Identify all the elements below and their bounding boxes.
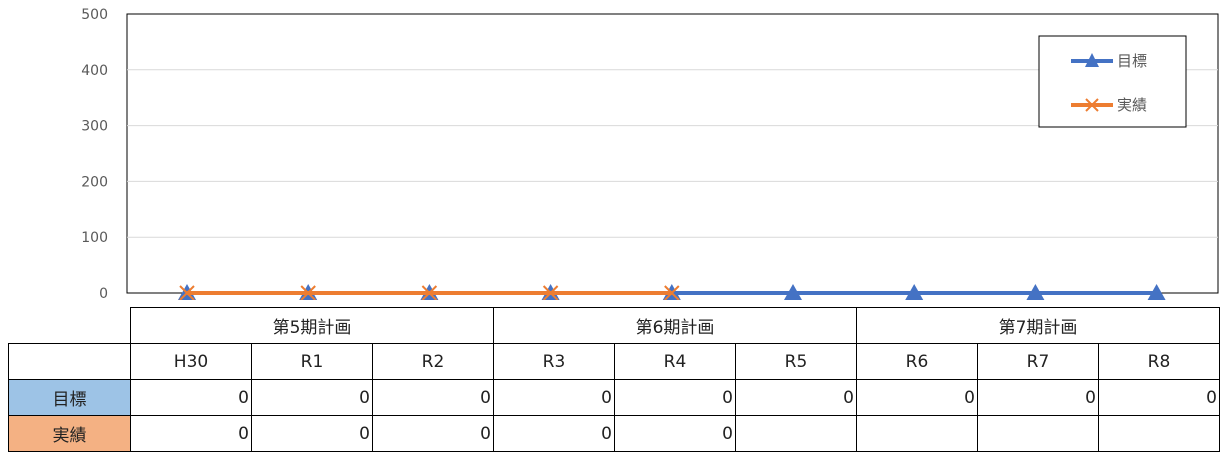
- year-header-row: H30 R1 R2 R3 R4 R5 R6 R7 R8: [8, 343, 1220, 380]
- actual-row-label: 実績: [8, 415, 131, 452]
- actual-cell: [856, 415, 978, 452]
- target-row: 目標 0 0 0 0 0 0 0 0 0: [8, 379, 1220, 416]
- target-cell: 0: [1098, 379, 1220, 416]
- group-header: 第5期計画: [130, 307, 494, 344]
- group-header: 第7期計画: [856, 307, 1220, 344]
- y-tick-label: 100: [81, 230, 108, 246]
- legend-box: [1038, 35, 1187, 128]
- year-header: R4: [614, 343, 736, 380]
- year-header: R1: [251, 343, 373, 380]
- y-tick-label: 400: [81, 63, 108, 79]
- actual-marker: [300, 285, 316, 300]
- target-cell: 0: [130, 379, 252, 416]
- year-header: H30: [130, 343, 252, 380]
- actual-cell: 0: [372, 415, 494, 452]
- actual-marker: [179, 285, 195, 300]
- data-table: 第5期計画 第6期計画 第7期計画 H30 R1 R2 R3 R4 R5 R6 …: [8, 307, 1220, 452]
- actual-row: 実績 0 0 0 0 0: [8, 415, 1220, 452]
- y-tick-label: 0: [99, 286, 108, 300]
- year-header: R7: [977, 343, 1099, 380]
- actual-cell: 0: [614, 415, 736, 452]
- y-axis-ticks: 0 100 200 300 400 500: [81, 7, 108, 300]
- legend-actual-label: 実績: [1117, 96, 1147, 114]
- y-tick-label: 200: [81, 174, 108, 190]
- target-marker: [784, 284, 802, 300]
- target-cell: 0: [493, 379, 615, 416]
- y-tick-label: 500: [81, 7, 108, 23]
- legend-target-marker: [1085, 53, 1099, 67]
- target-cell: 0: [856, 379, 978, 416]
- legend-actual-marker: [1085, 98, 1099, 112]
- series-lines: [178, 284, 1166, 300]
- actual-cell: [1098, 415, 1220, 452]
- group-header: 第6期計画: [493, 307, 857, 344]
- year-header: R6: [856, 343, 978, 380]
- target-cell: 0: [735, 379, 857, 416]
- target-marker: [1147, 284, 1166, 300]
- group-header-row: 第5期計画 第6期計画 第7期計画: [9, 307, 1220, 344]
- plot-area: [126, 13, 1219, 294]
- target-marker: [905, 284, 924, 300]
- legend: 目標 実績: [1038, 35, 1187, 128]
- blank-corner: [9, 308, 131, 344]
- y-tick-label: 300: [81, 119, 108, 135]
- target-cell: 0: [614, 379, 736, 416]
- actual-marker: [664, 285, 680, 300]
- actual-cell: 0: [493, 415, 615, 452]
- target-row-label: 目標: [8, 379, 131, 416]
- target-cell: 0: [372, 379, 494, 416]
- actual-cell: 0: [251, 415, 373, 452]
- year-header-blank: [8, 343, 131, 380]
- gridlines: [127, 69, 1218, 238]
- legend-target-label: 目標: [1117, 52, 1147, 70]
- target-cell: 0: [977, 379, 1099, 416]
- target-cell: 0: [251, 379, 373, 416]
- actual-marker: [421, 285, 438, 300]
- line-chart: 0 100 200 300 400 500 目標 実績: [81, 7, 1219, 300]
- year-header: R5: [735, 343, 857, 380]
- year-header: R8: [1098, 343, 1220, 380]
- year-header: R2: [372, 343, 494, 380]
- year-header: R3: [493, 343, 615, 380]
- target-marker: [1026, 284, 1045, 300]
- actual-cell: [735, 415, 857, 452]
- actual-cell: 0: [130, 415, 252, 452]
- actual-cell: [977, 415, 1099, 452]
- actual-marker: [542, 285, 559, 300]
